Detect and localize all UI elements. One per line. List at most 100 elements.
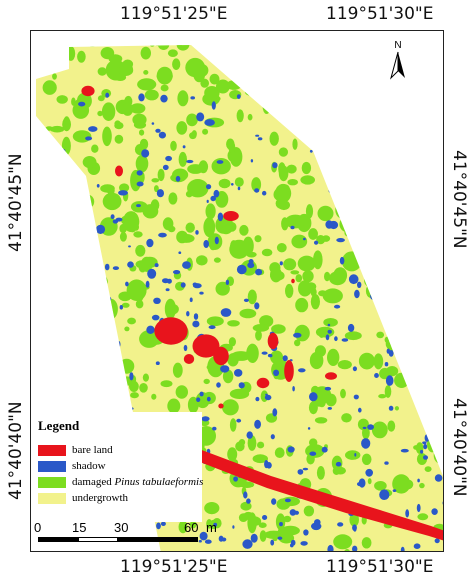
shadow-patch: [400, 180, 405, 187]
damaged-patch: [236, 50, 253, 66]
damaged-patch: [116, 31, 125, 43]
shadow-patch: [434, 474, 443, 482]
shadow-patch: [415, 382, 421, 391]
shadow-patch: [199, 391, 204, 397]
damaged-patch: [322, 288, 343, 304]
damaged-patch: [137, 78, 157, 91]
damaged-patch: [431, 83, 441, 97]
shadow-patch: [51, 365, 57, 375]
damaged-patch: [170, 140, 177, 151]
damaged-patch: [70, 374, 80, 385]
shadow-patch: [290, 539, 296, 546]
damaged-patch: [363, 50, 380, 66]
shadow-patch: [36, 350, 41, 357]
damaged-patch: [415, 124, 429, 137]
shadow-patch: [309, 451, 317, 456]
damaged-patch: [244, 72, 252, 83]
damaged-patch: [378, 394, 387, 399]
damaged-patch: [72, 359, 78, 367]
damaged-patch: [433, 210, 443, 223]
damaged-patch: [122, 102, 134, 116]
shadow-patch: [119, 305, 124, 310]
shadow-patch: [262, 190, 267, 196]
shadow-patch: [298, 368, 306, 373]
damaged-patch: [332, 190, 343, 203]
damaged-patch: [413, 322, 430, 337]
damaged-patch: [139, 129, 145, 136]
shadow-patch: [96, 184, 100, 188]
damaged-patch: [420, 317, 434, 332]
legend-swatch: [38, 445, 66, 456]
shadow-patch: [84, 393, 91, 399]
damaged-patch: [42, 292, 55, 307]
shadow-patch: [89, 305, 94, 310]
damaged-patch: [229, 239, 249, 259]
damaged-patch: [252, 324, 270, 332]
shadow-patch: [416, 383, 425, 391]
damaged-patch: [323, 318, 338, 327]
damaged-patch: [333, 534, 353, 550]
shadow-patch: [147, 268, 157, 279]
damaged-patch: [59, 280, 67, 293]
shadow-patch: [38, 279, 41, 283]
damaged-patch: [324, 271, 331, 282]
damaged-patch: [342, 80, 352, 90]
shadow-patch: [56, 337, 61, 345]
shadow-patch: [48, 274, 53, 278]
damaged-patch: [306, 453, 315, 465]
shadow-patch: [192, 320, 200, 328]
damaged-patch: [213, 257, 221, 263]
shadow-patch: [186, 311, 190, 317]
damaged-patch: [419, 45, 438, 55]
damaged-patch: [293, 73, 302, 82]
damaged-patch: [39, 203, 48, 209]
damaged-patch: [143, 31, 148, 37]
shadow-patch: [336, 150, 345, 157]
damaged-patch: [151, 178, 160, 183]
damaged-patch: [404, 83, 423, 99]
shadow-patch: [423, 455, 428, 460]
damaged-patch: [246, 251, 257, 258]
shadow-patch: [388, 350, 394, 357]
shadow-patch: [413, 543, 421, 549]
damaged-patch: [417, 513, 429, 521]
shadow-patch: [250, 533, 258, 543]
shadow-patch: [277, 536, 283, 540]
damaged-patch: [119, 232, 127, 242]
damaged-patch: [80, 323, 90, 335]
shadow-patch: [434, 169, 440, 173]
damaged-patch: [318, 328, 325, 338]
damaged-patch: [91, 329, 100, 340]
damaged-patch: [54, 345, 63, 361]
shadow-patch: [409, 326, 420, 335]
shadow-patch: [365, 468, 374, 477]
shadow-patch: [322, 155, 327, 161]
damaged-patch: [345, 450, 361, 460]
shadow-patch: [48, 377, 54, 384]
shadow-patch: [213, 522, 218, 527]
damaged-patch: [280, 184, 290, 193]
damaged-patch: [411, 131, 421, 140]
shadow-patch: [36, 403, 40, 409]
damaged-patch: [55, 203, 71, 213]
damaged-patch: [372, 98, 393, 110]
damaged-patch: [365, 254, 373, 267]
shadow-patch: [196, 112, 205, 122]
legend-swatch: [38, 493, 66, 504]
damaged-patch: [36, 245, 41, 257]
shadow-patch: [262, 515, 268, 520]
damaged-patch: [177, 233, 195, 243]
damaged-patch: [409, 179, 418, 190]
shadow-patch: [151, 122, 155, 125]
shadow-patch: [138, 93, 145, 102]
damaged-patch: [196, 255, 208, 266]
shadow-patch: [211, 101, 216, 110]
damaged-patch: [140, 256, 153, 272]
shadow-patch: [410, 110, 416, 114]
bare-land-patch: [183, 354, 195, 364]
shadow-patch: [272, 162, 278, 169]
right-lat-label-lower: 41°40'40"N: [449, 398, 469, 497]
damaged-patch: [239, 308, 257, 319]
shadow-patch: [257, 137, 263, 141]
shadow-patch: [212, 426, 217, 431]
